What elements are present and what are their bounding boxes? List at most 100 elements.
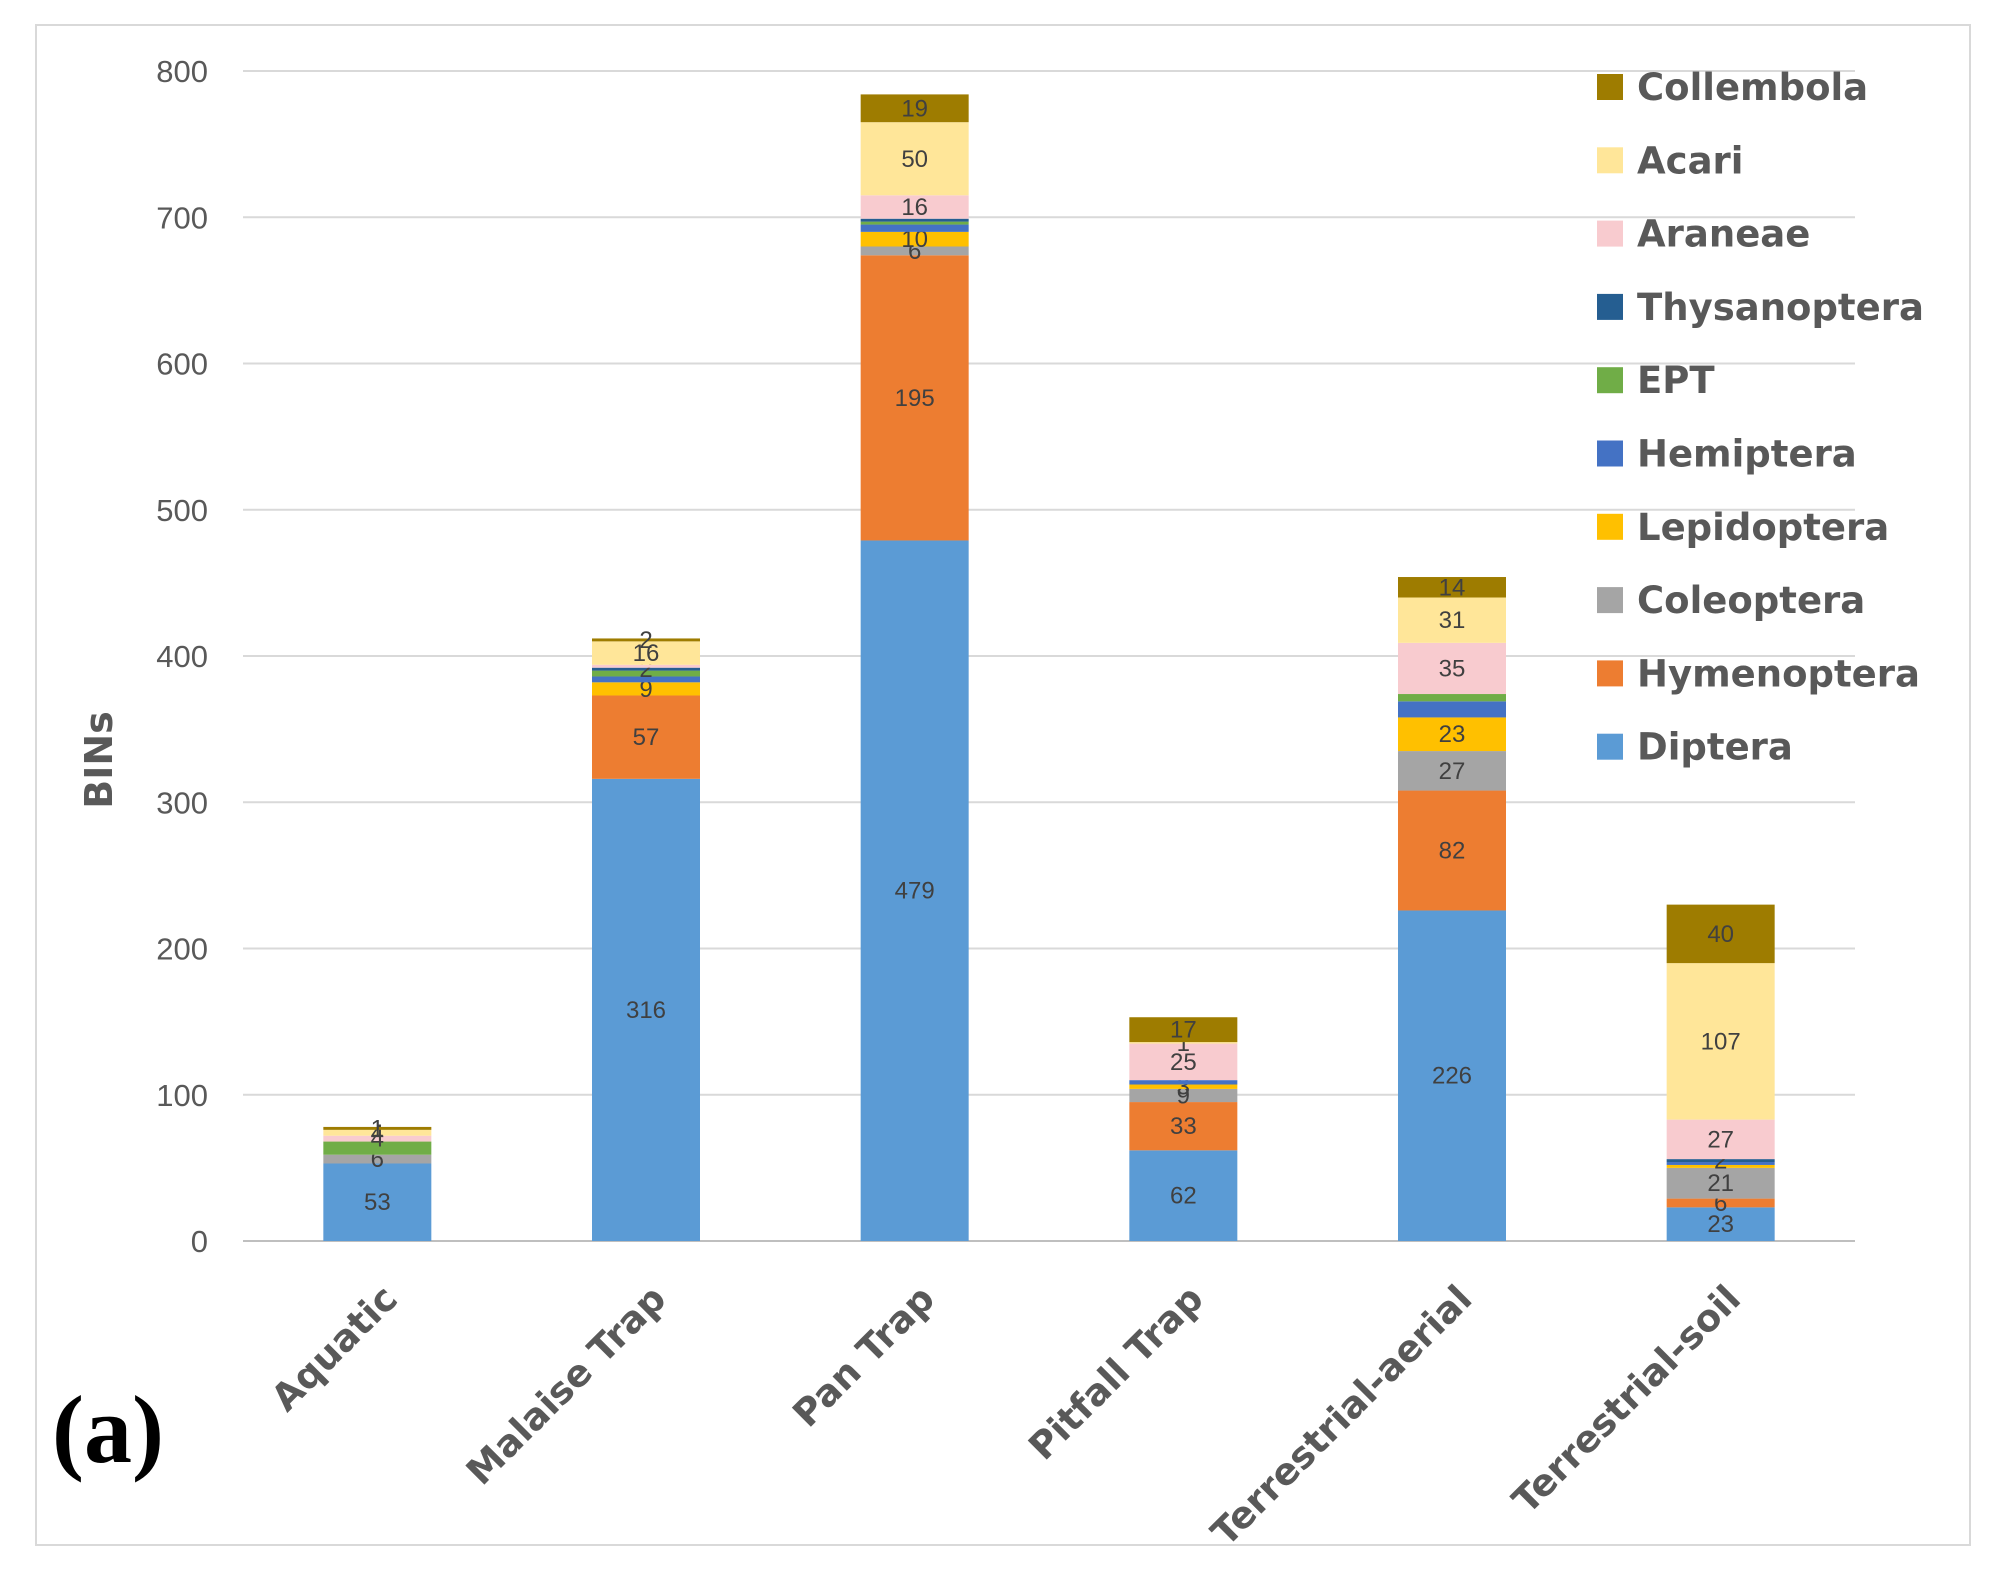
data-label-terrestrial-aerial-lepidoptera: 23 [1439, 721, 1466, 748]
data-label-terrestrial-aerial-hymenoptera: 82 [1439, 838, 1466, 865]
legend-label: Diptera [1637, 726, 1793, 769]
data-label-terrestrial-aerial-araneae: 35 [1439, 655, 1466, 682]
bar-malaise-trap-hemiptera [592, 676, 700, 683]
x-axis: Aquatic Malaise Trap Pan Trap Pitfall TrapT… [263, 1277, 1749, 1554]
bar-terrestrial-soil-thysanoptera [1666, 1159, 1775, 1163]
legend-swatch [1597, 440, 1623, 467]
bar-terrestrial-aerial-acari [1398, 597, 1506, 643]
bars: 5364413165792162479195610165019623393251… [323, 94, 1775, 1241]
data-label-terrestrial-soil-diptera: 23 [1707, 1211, 1734, 1238]
x-tick-label-malaise-trap: Malaise Trap [458, 1277, 674, 1493]
data-label-terrestrial-aerial-collembola: 14 [1439, 574, 1466, 601]
legend-label: Coleoptera [1637, 579, 1865, 622]
data-label-aquatic-diptera: 53 [364, 1189, 391, 1216]
bar-malaise-trap-araneae [592, 664, 700, 668]
bar-terrestrial-soil-diptera [1666, 1207, 1775, 1241]
data-label-pan-trap-diptera: 479 [895, 878, 935, 905]
legend-swatch [1597, 147, 1623, 174]
x-tick-label-pitfall-trap: Pitfall Trap [1020, 1277, 1211, 1468]
bar-terrestrial-soil-collembola [1666, 904, 1775, 964]
legend: Collembola Acari Araneae Thysanoptera EPT Hem… [1597, 66, 1924, 769]
legend-swatch [1597, 587, 1623, 614]
x-tick-label-pan-trap: Pan Trap [784, 1277, 943, 1436]
legend-item-thysanoptera: Thysanoptera [1597, 286, 1924, 329]
bar-pitfall-trap-hymenoptera [1129, 1102, 1238, 1151]
bar-pan-trap-coleoptera [860, 246, 969, 256]
bar-stack-terrestrial-aerial: 226 82 27 23 35 31 14 [1398, 574, 1506, 1241]
data-label-pitfall-trap-hymenoptera: 33 [1170, 1113, 1197, 1140]
data-label-terrestrial-soil-araneae: 27 [1707, 1126, 1734, 1153]
bar-malaise-trap-thysanoptera [592, 667, 700, 671]
bar-aquatic-acari [323, 1129, 432, 1136]
bar-pan-trap-thysanoptera [860, 218, 969, 222]
legend-swatch [1597, 733, 1623, 760]
legend-label: EPT [1637, 359, 1715, 402]
legend-label: Acari [1637, 139, 1743, 182]
chart-frame [35, 24, 1971, 1546]
x-tick-label-aquatic: Aquatic [263, 1277, 406, 1420]
y-tick-label: 600 [156, 347, 208, 382]
bar-terrestrial-aerial-hemiptera [1398, 701, 1506, 718]
legend-item-ept: EPT [1597, 359, 1715, 402]
bar-terrestrial-soil-lepidoptera [1666, 1164, 1775, 1168]
panel-label: (a) [52, 1376, 164, 1483]
data-label-terrestrial-aerial-diptera: 226 [1432, 1063, 1472, 1090]
bar-pan-trap-acari [860, 122, 969, 196]
legend-label: Collembola [1637, 66, 1868, 109]
bar-malaise-trap-acari [592, 641, 700, 665]
bar-pan-trap-lepidoptera [860, 231, 969, 247]
bar-malaise-trap-lepidoptera [592, 682, 700, 696]
bar-pitfall-trap-lepidoptera [1129, 1084, 1238, 1089]
data-label-malaise-trap-hymenoptera: 57 [633, 724, 660, 751]
legend-label: Araneae [1637, 213, 1810, 256]
data-label-malaise-trap-collembola: 2 [639, 627, 652, 654]
data-label-pan-trap-collembola: 19 [901, 95, 928, 122]
y-axis: 0 100 200 300 400 500 600 700 800 [156, 54, 208, 1259]
legend-swatch [1597, 74, 1623, 100]
bar-aquatic-collembola [323, 1126, 432, 1130]
bar-terrestrial-aerial-araneae [1398, 642, 1506, 695]
bar-pan-trap-collembola [860, 94, 969, 123]
bar-terrestrial-soil-hemiptera [1666, 1162, 1775, 1165]
y-tick-label: 500 [156, 493, 208, 528]
bar-terrestrial-soil-hymenoptera [1666, 1198, 1775, 1208]
legend-item-hymenoptera: Hymenoptera [1597, 652, 1920, 695]
bar-malaise-trap-diptera [592, 778, 700, 1241]
legend-item-hemiptera: Hemiptera [1597, 433, 1857, 476]
bar-pan-trap-diptera [860, 540, 969, 1241]
legend-item-lepidoptera: Lepidoptera [1597, 506, 1889, 549]
bar-pan-trap-hemiptera [860, 224, 969, 232]
x-tick-label-terrestrial-soil: Terrestrial-soil [1504, 1277, 1749, 1522]
legend-swatch [1597, 367, 1623, 394]
y-tick-label: 300 [156, 785, 208, 820]
bar-terrestrial-aerial-ept [1398, 694, 1506, 702]
data-label-malaise-trap-diptera: 316 [626, 997, 666, 1024]
bar-aquatic-ept [323, 1141, 432, 1155]
bar-pan-trap-araneae [860, 195, 969, 219]
data-label-malaise-trap-acari: 16 [633, 640, 660, 667]
data-label-terrestrial-aerial-acari: 31 [1439, 607, 1466, 634]
data-label-terrestrial-soil-acari: 107 [1701, 1028, 1741, 1055]
y-tick-label: 800 [156, 54, 208, 89]
y-tick-label: 100 [156, 1078, 208, 1113]
legend-swatch [1597, 513, 1623, 540]
bar-terrestrial-soil-araneae [1666, 1119, 1775, 1160]
y-tick-label: 400 [156, 639, 208, 674]
bar-malaise-trap-ept [592, 670, 700, 677]
legend-item-collembola: Collembola [1597, 66, 1868, 109]
y-axis-label: BINs [77, 711, 121, 809]
bar-terrestrial-soil-acari [1666, 963, 1775, 1120]
legend-item-coleoptera: Coleoptera [1597, 579, 1865, 622]
x-tick-label-terrestrial-aerial: Terrestrial-aerial [1203, 1277, 1480, 1554]
data-label-pitfall-trap-collembola: 17 [1170, 1017, 1197, 1044]
data-label-terrestrial-soil-coleoptera: 21 [1707, 1170, 1734, 1197]
bar-aquatic-diptera [323, 1163, 432, 1241]
bar-pitfall-trap-collembola [1129, 1017, 1238, 1043]
legend-swatch [1597, 220, 1623, 247]
